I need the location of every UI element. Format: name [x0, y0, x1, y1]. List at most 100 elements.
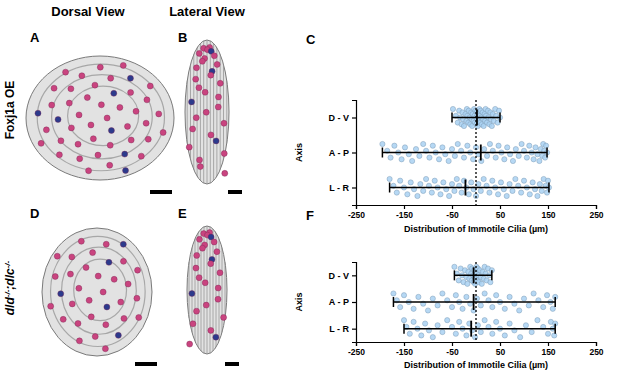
point	[513, 147, 518, 152]
cilium-dot	[215, 104, 221, 110]
point	[398, 178, 403, 183]
tick-mark	[500, 342, 501, 346]
cilium-dot	[117, 104, 123, 110]
cilium-dot	[221, 150, 227, 156]
point	[394, 190, 399, 195]
scale-bar	[150, 190, 172, 194]
point	[399, 157, 404, 162]
vesicle-line	[193, 54, 194, 169]
point	[457, 319, 462, 324]
tick-mark	[452, 342, 453, 346]
tick: L - R	[329, 183, 356, 193]
point	[487, 190, 492, 195]
cilium-dot	[104, 304, 110, 310]
rendering	[187, 226, 239, 366]
cilium-dot	[214, 249, 220, 255]
point	[454, 176, 459, 181]
point	[490, 331, 495, 336]
tick: 50	[496, 205, 506, 220]
cilium-dot	[194, 308, 200, 314]
vesicle-line	[198, 233, 199, 347]
range-cap	[393, 297, 395, 307]
range-cap	[548, 183, 550, 193]
point	[387, 176, 392, 181]
cilium-dot	[217, 80, 223, 86]
rendering	[42, 228, 157, 366]
range-cap	[403, 324, 405, 334]
point	[494, 293, 499, 298]
cilium-dot	[69, 301, 75, 307]
tick-label: A - P	[329, 297, 349, 307]
vesicle-ring	[52, 75, 153, 159]
range-bar	[382, 152, 547, 154]
plot-area	[380, 100, 552, 205]
point	[530, 180, 535, 185]
point	[407, 331, 412, 336]
cilium-dot	[199, 58, 205, 64]
tick-mark	[352, 275, 356, 276]
point	[460, 306, 465, 311]
point	[440, 145, 445, 150]
cilium-dot	[55, 116, 61, 122]
axis-line	[357, 206, 597, 210]
cilium-dot	[90, 250, 96, 256]
cilium-dot	[68, 86, 74, 92]
tick-label: D - V	[328, 113, 349, 123]
point	[471, 157, 476, 162]
vesicle-ring	[51, 236, 146, 346]
cilium-dot	[127, 75, 133, 81]
tick: -150	[396, 342, 413, 357]
point	[537, 182, 542, 187]
tick-label: 250	[589, 210, 603, 220]
point	[535, 318, 540, 323]
cilium-dot	[95, 152, 101, 158]
point	[461, 123, 466, 128]
point	[478, 303, 483, 308]
cilium-dot	[75, 141, 81, 147]
cilium-dot	[217, 270, 223, 276]
range-cap	[454, 270, 456, 280]
vesicle-line	[187, 81, 188, 144]
point	[427, 155, 432, 160]
cilium-dot	[214, 61, 220, 67]
cilium-dot	[97, 64, 103, 70]
point	[464, 333, 469, 338]
cilium-dot	[92, 334, 98, 340]
point	[505, 145, 510, 150]
vesicle-line	[189, 262, 190, 318]
cilium-dot	[160, 129, 166, 135]
point	[453, 331, 458, 336]
range-cap	[546, 148, 548, 158]
cilium-dot	[190, 126, 196, 132]
cilium-dot	[136, 315, 142, 321]
mean-mark	[470, 321, 472, 337]
cilium-dot	[121, 315, 127, 321]
chart: C-250-150-5050150250D - VA - PL - RDistr…	[294, 32, 604, 234]
scale-bar	[135, 362, 157, 366]
cilium-dot	[86, 168, 92, 174]
y-axis-title: Axis	[294, 292, 304, 311]
cilium-dot	[208, 132, 214, 138]
point	[416, 294, 421, 299]
cilium-dot	[76, 338, 82, 344]
cilium-dot	[103, 322, 109, 328]
point	[464, 294, 469, 299]
panel-label: C	[306, 32, 316, 47]
cilium-dot	[78, 238, 84, 244]
vesicle-ring	[74, 259, 127, 320]
cilium-dot	[63, 69, 69, 75]
cilium-dot	[156, 111, 162, 117]
tick-label: D - V	[328, 271, 349, 281]
vesicle-line	[210, 41, 211, 183]
point	[440, 291, 445, 296]
cilium-dot	[215, 285, 221, 291]
point	[502, 333, 507, 338]
point	[502, 306, 507, 311]
point	[430, 335, 435, 340]
cilium-dot	[189, 99, 195, 105]
tick-label: -50	[446, 210, 459, 220]
cilium-dot	[86, 297, 92, 303]
point	[449, 182, 454, 187]
range-cap	[382, 148, 384, 158]
cilium-dot	[215, 296, 221, 302]
